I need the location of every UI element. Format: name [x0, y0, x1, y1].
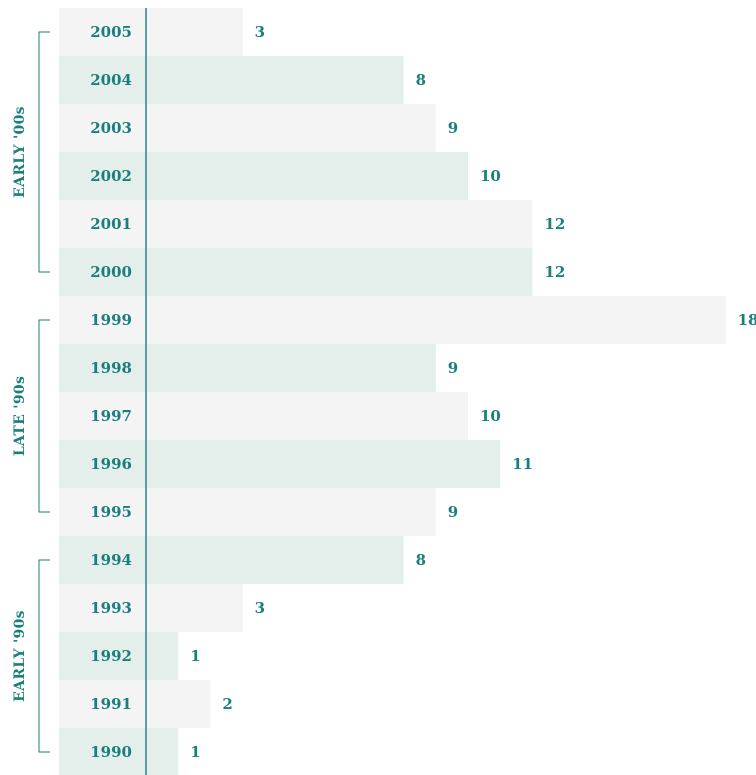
bar-1997 — [59, 392, 468, 440]
bar-1991 — [59, 680, 211, 728]
value-label-1992: 1 — [190, 647, 200, 665]
value-label-2005: 3 — [255, 23, 265, 41]
category-label-1998: 1998 — [90, 359, 132, 377]
category-label-1996: 1996 — [90, 455, 132, 473]
group-label-3: EARLY '90s — [12, 610, 28, 702]
bar-1996 — [59, 440, 501, 488]
value-label-1998: 9 — [448, 359, 458, 377]
bar-1992 — [59, 632, 179, 680]
category-label-1997: 1997 — [90, 407, 132, 425]
value-label-1996: 11 — [512, 455, 533, 473]
bar-1993 — [59, 584, 243, 632]
bar-1998 — [59, 344, 436, 392]
value-label-1994: 8 — [416, 551, 426, 569]
value-label-2002: 10 — [480, 167, 501, 185]
value-label-2003: 9 — [448, 119, 458, 137]
bar-1990 — [59, 728, 179, 775]
group-label-2: LATE '90s — [12, 376, 28, 456]
bar-2003 — [59, 104, 436, 152]
value-label-1999: 18 — [738, 311, 756, 329]
value-label-1990: 1 — [190, 743, 200, 761]
value-label-1997: 10 — [480, 407, 501, 425]
value-label-2001: 12 — [544, 215, 565, 233]
group-label-1: EARLY '00s — [12, 106, 28, 198]
category-label-1991: 1991 — [90, 695, 132, 713]
bar-1994 — [59, 536, 404, 584]
category-label-2002: 2002 — [90, 167, 132, 185]
bar-2000 — [59, 248, 533, 296]
bars-layer — [59, 8, 726, 775]
category-label-2000: 2000 — [90, 263, 132, 281]
category-label-1990: 1990 — [90, 743, 132, 761]
bar-2005 — [59, 8, 243, 56]
group-brackets-layer: EARLY '00s LATE '90s EARLY '90s — [12, 31, 50, 753]
bar-1999 — [59, 296, 726, 344]
bar-2001 — [59, 200, 533, 248]
category-label-1994: 1994 — [90, 551, 132, 569]
value-label-2004: 8 — [416, 71, 426, 89]
category-label-2003: 2003 — [90, 119, 132, 137]
group-bracket-3 — [38, 559, 50, 753]
category-label-1992: 1992 — [90, 647, 132, 665]
category-label-2005: 2005 — [90, 23, 132, 41]
group-bracket-1 — [38, 31, 50, 273]
value-label-1995: 9 — [448, 503, 458, 521]
category-label-1999: 1999 — [90, 311, 132, 329]
value-label-1991: 2 — [222, 695, 232, 713]
category-label-2001: 2001 — [90, 215, 132, 233]
value-label-1993: 3 — [255, 599, 265, 617]
category-label-1993: 1993 — [90, 599, 132, 617]
category-label-1995: 1995 — [90, 503, 132, 521]
bar-1995 — [59, 488, 436, 536]
bar-2004 — [59, 56, 404, 104]
category-label-2004: 2004 — [90, 71, 132, 89]
bar-2002 — [59, 152, 468, 200]
group-bracket-2 — [38, 319, 50, 513]
value-label-2000: 12 — [544, 263, 565, 281]
